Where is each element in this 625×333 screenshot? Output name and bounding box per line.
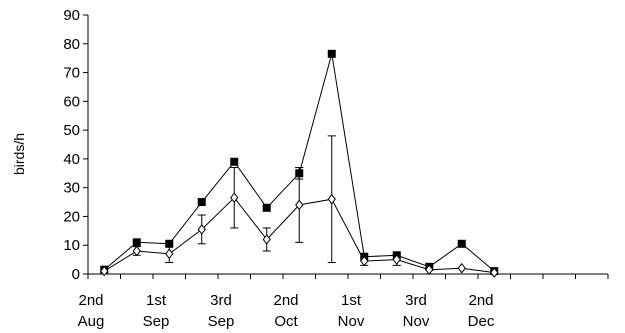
x-tick-label-line2: Oct bbox=[274, 313, 298, 330]
x-tick-label-line2: Nov bbox=[403, 313, 430, 330]
data-point-square bbox=[457, 239, 466, 248]
x-tick-label-line1: 2nd bbox=[273, 292, 298, 309]
y-tick-label: 90 bbox=[63, 7, 80, 24]
y-tick-label: 0 bbox=[72, 266, 80, 283]
y-tick-label: 50 bbox=[63, 122, 80, 139]
x-tick-label-line2: Sep bbox=[208, 313, 235, 330]
y-tick-label: 10 bbox=[63, 237, 80, 254]
data-point-diamond bbox=[197, 224, 206, 235]
y-tick-label: 20 bbox=[63, 208, 80, 225]
y-tick-label: 70 bbox=[63, 65, 80, 82]
data-point-diamond bbox=[100, 265, 109, 277]
y-tick-label: 30 bbox=[63, 180, 80, 197]
x-tick-label-line1: 1st bbox=[341, 292, 362, 309]
data-point-diamond bbox=[132, 245, 141, 257]
data-point-diamond bbox=[425, 264, 434, 275]
y-tick-label: 40 bbox=[63, 151, 80, 168]
data-point-square bbox=[132, 238, 141, 247]
x-tick-labels: 2nd Aug 1st Sep 3rd Sep 2nd Oct 1st Nov 3rd Nov 2nd D… bbox=[78, 292, 495, 330]
y-tick-label: 60 bbox=[63, 93, 80, 110]
data-point-diamond bbox=[262, 234, 271, 245]
series-markers bbox=[100, 49, 499, 278]
x-tick-label-line1: 2nd bbox=[78, 292, 103, 309]
data-point-diamond bbox=[230, 192, 239, 204]
y-tick-label: 80 bbox=[63, 36, 80, 53]
x-tick-label-line1: 3rd bbox=[405, 292, 427, 309]
data-point-diamond bbox=[165, 248, 174, 260]
data-point-diamond bbox=[295, 199, 304, 211]
x-tick-label-line2: Dec bbox=[468, 313, 495, 330]
x-tick-label-line2: Aug bbox=[78, 313, 105, 330]
y-axis-label: birds/h bbox=[11, 133, 27, 175]
x-tick-label-line2: Nov bbox=[338, 313, 365, 330]
x-tick-label-line1: 1st bbox=[146, 292, 167, 309]
y-tick-labels: 0 10 20 30 40 50 60 70 80 90 bbox=[63, 7, 80, 283]
data-point-square bbox=[230, 157, 239, 166]
x-tick-label-line2: Sep bbox=[143, 313, 170, 330]
axes bbox=[83, 14, 609, 279]
data-point-diamond bbox=[457, 262, 466, 274]
x-tick-label-line1: 2nd bbox=[468, 292, 493, 309]
data-point-square bbox=[197, 198, 206, 207]
data-point-diamond bbox=[327, 193, 336, 205]
data-point-square bbox=[262, 203, 271, 212]
data-point-square bbox=[327, 49, 336, 58]
data-point-diamond bbox=[490, 267, 499, 278]
data-point-diamond bbox=[392, 254, 401, 265]
x-tick-label-line1: 3rd bbox=[210, 292, 232, 309]
data-point-diamond bbox=[360, 255, 369, 267]
data-point-square bbox=[165, 239, 174, 248]
data-point-square bbox=[295, 169, 304, 178]
